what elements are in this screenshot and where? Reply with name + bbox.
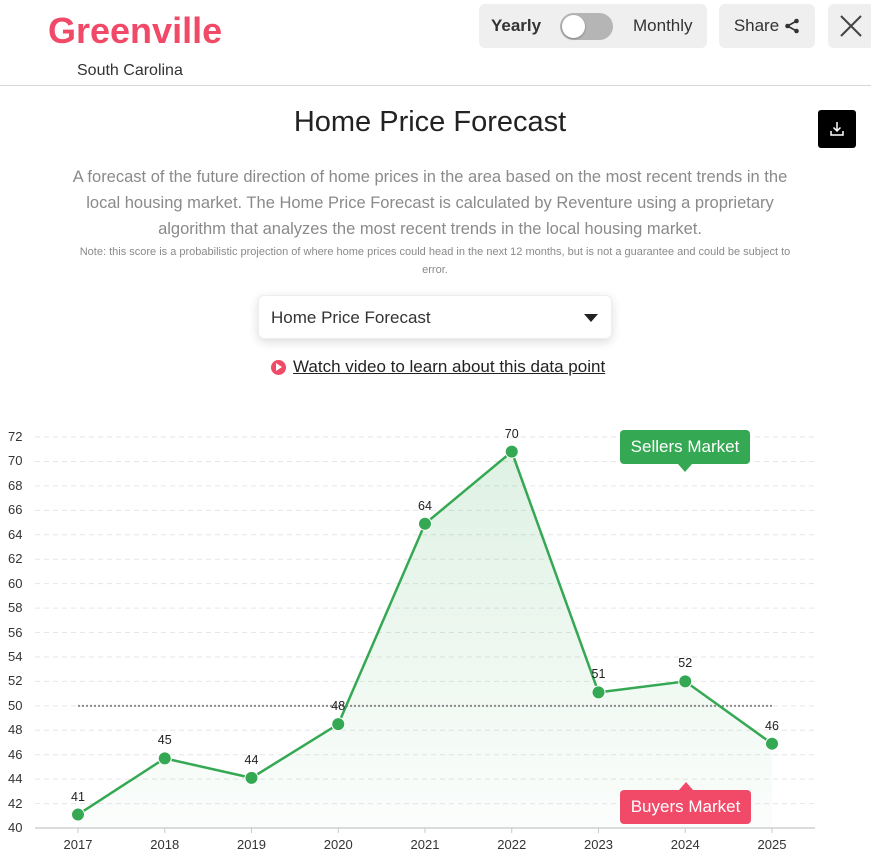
y-tick-label: 50 bbox=[8, 697, 23, 713]
y-tick-label: 62 bbox=[8, 551, 23, 567]
toggle-monthly-label[interactable]: Monthly bbox=[633, 16, 693, 35]
data-point[interactable] bbox=[71, 807, 85, 822]
data-point[interactable] bbox=[504, 444, 519, 459]
y-tick-label: 56 bbox=[8, 624, 23, 640]
x-tick-label: 2023 bbox=[584, 837, 613, 852]
x-tick-label: 2022 bbox=[497, 837, 527, 852]
data-point[interactable] bbox=[418, 516, 432, 531]
y-tick-label: 70 bbox=[8, 453, 23, 469]
play-icon bbox=[271, 359, 286, 375]
page-title: Home Price Forecast bbox=[293, 106, 567, 138]
header: Greenville South Carolina Yearly Monthly… bbox=[0, 0, 871, 86]
data-label: 51 bbox=[591, 667, 606, 682]
switch-knob bbox=[562, 15, 585, 38]
y-tick-label: 46 bbox=[8, 746, 23, 762]
area-fill bbox=[78, 451, 772, 828]
y-tick-label: 52 bbox=[8, 673, 23, 689]
y-tick-label: 60 bbox=[8, 575, 23, 591]
x-tick-label: 2025 bbox=[757, 837, 787, 852]
data-label: 64 bbox=[418, 498, 432, 513]
data-point[interactable] bbox=[765, 736, 779, 751]
y-tick-label: 54 bbox=[8, 648, 23, 664]
x-tick-label: 2020 bbox=[323, 837, 353, 852]
forecast-chart: 72 70 68 66 64 62 60 58 56 54 52 50 48 46 44 42 40 2017 20… bbox=[0, 420, 871, 861]
metric-dropdown[interactable]: Home Price Forecast bbox=[258, 295, 612, 339]
y-tick-label: 48 bbox=[8, 722, 23, 738]
toggle-yearly-label[interactable]: Yearly bbox=[491, 16, 542, 35]
x-tick-label: 2018 bbox=[150, 837, 180, 852]
description: A forecast of the future direction of ho… bbox=[72, 168, 788, 238]
data-point[interactable] bbox=[157, 751, 172, 766]
x-tick-label: 2024 bbox=[670, 837, 700, 852]
data-label: 48 bbox=[331, 699, 346, 714]
y-tick-label: 72 bbox=[8, 429, 23, 444]
disclaimer-note: Note: this score is a probabilistic proj… bbox=[79, 246, 791, 276]
download-icon bbox=[830, 122, 844, 136]
sellers-market-badge: Sellers Market bbox=[620, 430, 750, 472]
y-tick-label: 58 bbox=[8, 600, 23, 616]
caret-down-icon bbox=[584, 314, 598, 322]
data-label: 41 bbox=[71, 789, 85, 804]
chart-plot bbox=[35, 436, 815, 833]
close-icon bbox=[840, 15, 862, 37]
period-toggle: Yearly Monthly bbox=[479, 4, 707, 48]
download-button[interactable] bbox=[818, 110, 856, 148]
buyers-market-badge: Buyers Market bbox=[620, 782, 751, 824]
x-tick-label: 2017 bbox=[63, 837, 93, 852]
city-name: Greenville bbox=[48, 10, 223, 51]
y-tick-label: 64 bbox=[8, 526, 23, 542]
period-switch[interactable] bbox=[560, 13, 613, 40]
y-tick-label: 44 bbox=[8, 771, 23, 787]
close-button[interactable] bbox=[828, 4, 871, 48]
video-link-text: Watch video to learn about this data poi… bbox=[293, 357, 606, 376]
data-label: 52 bbox=[678, 656, 693, 671]
x-tick-label: 2021 bbox=[410, 837, 440, 852]
y-tick-label: 42 bbox=[8, 795, 23, 811]
data-label: 46 bbox=[765, 718, 779, 733]
data-label: 44 bbox=[244, 752, 259, 767]
y-tick-label: 68 bbox=[8, 477, 23, 493]
state-name: South Carolina bbox=[77, 62, 183, 79]
share-label: Share bbox=[733, 16, 780, 35]
data-label: 45 bbox=[157, 733, 172, 748]
watch-video-link[interactable]: Watch video to learn about this data poi… bbox=[271, 357, 605, 377]
share-icon bbox=[785, 18, 799, 34]
data-point[interactable] bbox=[244, 770, 259, 785]
data-point[interactable] bbox=[678, 674, 693, 689]
y-tick-label: 40 bbox=[8, 820, 23, 835]
dropdown-value: Home Price Forecast bbox=[271, 308, 431, 327]
y-tick-label: 66 bbox=[8, 502, 23, 518]
data-label: 70 bbox=[504, 426, 519, 441]
x-tick-label: 2019 bbox=[237, 837, 266, 852]
data-point[interactable] bbox=[591, 685, 606, 700]
data-point[interactable] bbox=[331, 717, 346, 732]
share-button[interactable]: Share bbox=[719, 4, 815, 48]
